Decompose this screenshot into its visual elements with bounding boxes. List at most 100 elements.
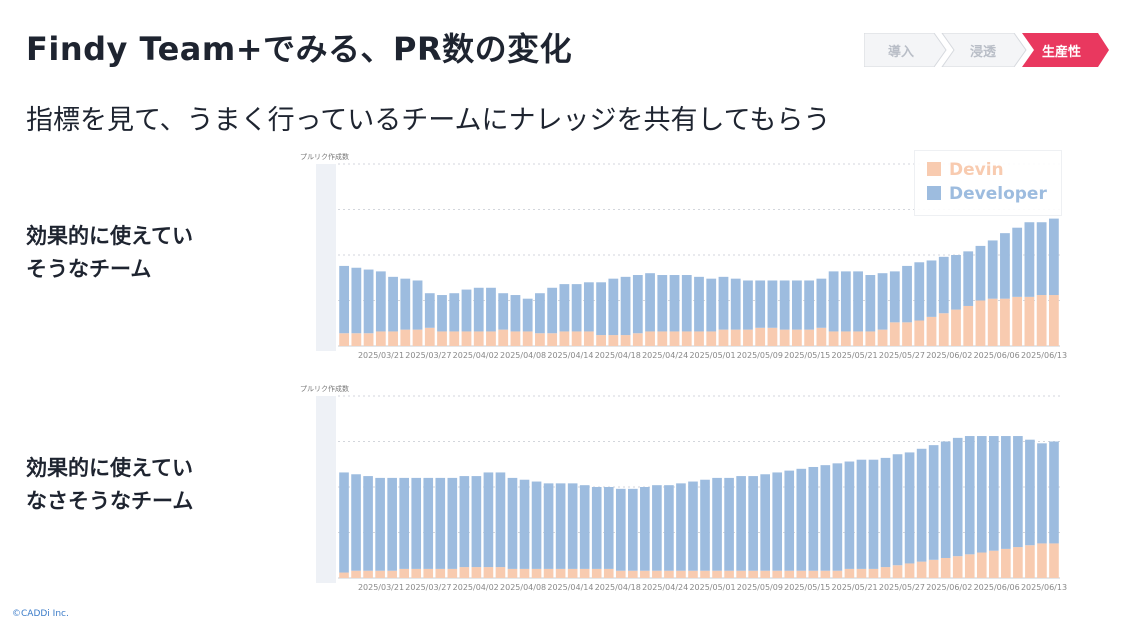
legend-item-devin: Devin xyxy=(927,160,1004,180)
bar-devin xyxy=(522,331,533,346)
bar-developer xyxy=(486,287,496,332)
section-label-line: そうなチーム xyxy=(26,257,152,281)
x-tick-label: 2025/05/15 xyxy=(784,583,830,592)
bar-developer xyxy=(1012,227,1023,297)
x-tick-label: 2025/05/01 xyxy=(689,583,735,592)
bar-developer xyxy=(952,437,963,557)
bar-devin xyxy=(547,333,558,346)
bar-developer xyxy=(547,287,558,334)
bar-devin xyxy=(424,327,435,346)
bar-devin xyxy=(583,331,594,346)
bar-developer xyxy=(1001,436,1011,549)
x-tick-label: 2025/05/21 xyxy=(832,351,878,360)
bar-developer xyxy=(820,465,831,571)
bar-developer xyxy=(832,463,843,571)
bar-devin xyxy=(388,331,398,346)
bar-developer xyxy=(700,479,710,571)
bar-developer xyxy=(435,477,446,569)
legend-swatch-devin xyxy=(927,162,941,176)
x-tick-label: 2025/04/18 xyxy=(595,351,641,360)
x-tick-label: 2025/04/08 xyxy=(500,583,546,592)
bar-devin xyxy=(596,335,606,346)
bar-devin xyxy=(664,570,674,578)
bar-developer xyxy=(652,485,662,571)
bar-devin xyxy=(975,300,986,346)
bar-developer xyxy=(844,461,855,569)
bar-developer xyxy=(664,485,674,571)
bar-devin xyxy=(718,329,729,346)
x-tick-label: 2025/03/27 xyxy=(405,583,451,592)
bar-developer xyxy=(1037,443,1047,544)
bar-developer xyxy=(608,278,619,336)
bar-devin xyxy=(412,329,423,346)
bar-devin xyxy=(461,331,472,346)
bar-developer xyxy=(1025,439,1035,546)
section-label-not-effective: 効果的に使えてい なさそうなチーム xyxy=(26,452,193,518)
bar-developer xyxy=(363,476,373,571)
bar-developer xyxy=(676,483,686,571)
bar-devin xyxy=(724,570,734,578)
bar-developer xyxy=(755,280,766,328)
bar-developer xyxy=(645,273,655,332)
bar-developer xyxy=(615,488,626,571)
bar-devin xyxy=(853,331,863,346)
bar-developer xyxy=(1048,218,1059,296)
bar-devin xyxy=(868,568,879,578)
bar-developer xyxy=(1013,436,1023,548)
bar-developer xyxy=(892,454,903,566)
bar-devin xyxy=(535,333,545,346)
bar-developer xyxy=(840,271,851,332)
x-tick-label: 2025/04/18 xyxy=(595,583,641,592)
bar-devin xyxy=(1036,295,1047,346)
bar-devin xyxy=(892,565,903,578)
bar-developer xyxy=(914,262,925,321)
bar-developer xyxy=(522,298,533,332)
bar-developer xyxy=(375,271,386,332)
bar-devin xyxy=(760,570,770,578)
bar-devin xyxy=(700,570,710,578)
bar-developer xyxy=(596,282,606,336)
bar-developer xyxy=(792,280,802,330)
pr-chart-not-effective: プルリク作成数 2025/03/21 2025/03/27 2025/04/02 202… xyxy=(290,380,1080,600)
bar-devin xyxy=(792,329,802,346)
legend-swatch-developer xyxy=(927,186,941,200)
bar-developer xyxy=(976,436,987,553)
bar-devin xyxy=(880,567,891,578)
bar-developer xyxy=(591,487,602,569)
section-label-line: 効果的に使えてい xyxy=(26,456,193,480)
step-productivity: 生産性 xyxy=(1042,45,1082,60)
bar-developer xyxy=(567,483,578,569)
bar-developer xyxy=(387,477,397,571)
bar-developer xyxy=(963,251,974,306)
bar-devin xyxy=(963,305,974,346)
bar-developer xyxy=(688,481,698,571)
bar-developer xyxy=(507,477,518,569)
bar-devin xyxy=(351,333,362,346)
x-tick-label: 2025/06/13 xyxy=(1021,351,1067,360)
bar-developer xyxy=(411,477,422,569)
bar-devin xyxy=(435,568,446,578)
bar-devin xyxy=(1012,296,1023,346)
bar-developer xyxy=(928,445,939,560)
bar-devin xyxy=(608,335,619,346)
bar-devin xyxy=(865,331,876,346)
bar-developer xyxy=(339,265,350,334)
bar-devin xyxy=(375,331,386,346)
bar-devin xyxy=(1048,295,1059,346)
bar-devin xyxy=(447,568,458,578)
bar-developer xyxy=(804,280,815,330)
bar-devin xyxy=(951,309,961,346)
bar-developer xyxy=(449,293,460,332)
bar-developer xyxy=(555,483,566,569)
x-tick-label: 2025/06/06 xyxy=(974,583,1020,592)
x-tick-label: 2025/05/15 xyxy=(784,351,830,360)
bar-devin xyxy=(351,570,361,578)
bar-developer xyxy=(828,271,839,332)
bar-developer xyxy=(694,276,704,332)
bar-developer xyxy=(399,477,409,569)
legend-item-developer: Developer xyxy=(927,184,1047,204)
bar-devin xyxy=(628,570,638,578)
chart-legend: Devin Developer xyxy=(914,150,1062,216)
bar-devin xyxy=(681,331,692,346)
